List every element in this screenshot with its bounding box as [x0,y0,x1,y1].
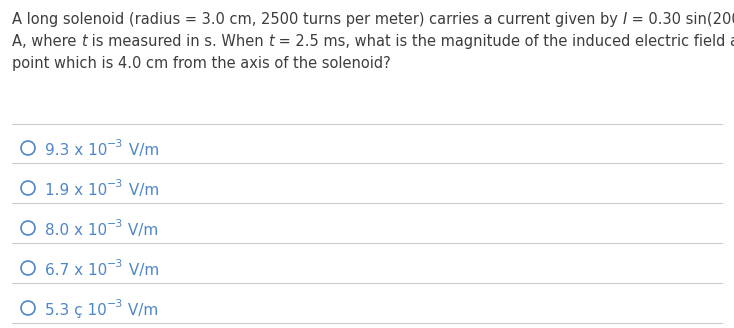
Text: −3: −3 [107,219,123,229]
Text: −3: −3 [107,139,123,149]
Text: is measured in s. When: is measured in s. When [87,34,268,49]
Text: V/m: V/m [123,223,159,238]
Text: t: t [268,34,274,49]
Text: = 2.5 ms, what is the magnitude of the induced electric field at a: = 2.5 ms, what is the magnitude of the i… [274,34,734,49]
Text: = 0.30 sin(200: = 0.30 sin(200 [627,12,734,27]
Text: −3: −3 [107,259,123,269]
Text: V/m: V/m [123,263,159,278]
Text: V/m: V/m [123,303,159,318]
Text: V/m: V/m [123,183,159,198]
Text: A, where: A, where [12,34,81,49]
Text: 6.7 x 10: 6.7 x 10 [45,263,107,278]
Text: −3: −3 [107,179,123,189]
Text: 5.3 ç 10: 5.3 ç 10 [45,303,106,318]
Text: 1.9 x 10: 1.9 x 10 [45,183,107,198]
Text: A long solenoid (radius = 3.0 cm, 2500 turns per meter) carries a current given : A long solenoid (radius = 3.0 cm, 2500 t… [12,12,622,27]
Text: −3: −3 [106,299,123,309]
Text: t: t [81,34,87,49]
Text: V/m: V/m [123,143,159,158]
Text: 8.0 x 10: 8.0 x 10 [45,223,107,238]
Text: 9.3 x 10: 9.3 x 10 [45,143,107,158]
Text: I: I [622,12,627,27]
Text: point which is 4.0 cm from the axis of the solenoid?: point which is 4.0 cm from the axis of t… [12,56,390,71]
